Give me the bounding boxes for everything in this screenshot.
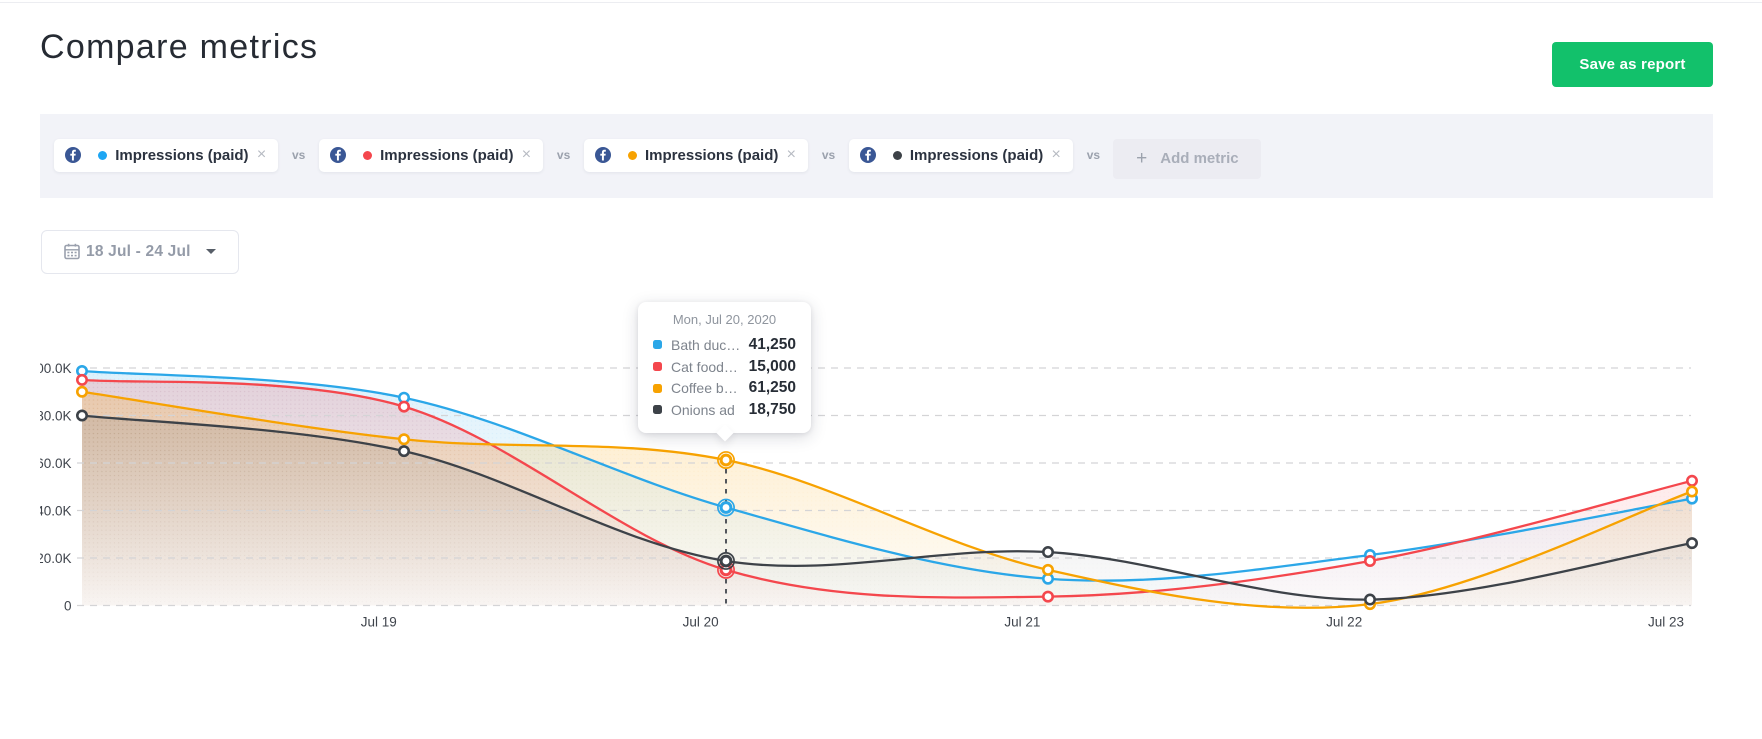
svg-text:Jul 22: Jul 22 [1326, 615, 1362, 630]
svg-text:40.0K: 40.0K [40, 503, 72, 518]
svg-text:60.0K: 60.0K [40, 456, 72, 471]
svg-text:100.0K: 100.0K [40, 361, 72, 376]
svg-text:Jul 23: Jul 23 [1648, 615, 1684, 630]
svg-text:Jul 20: Jul 20 [683, 615, 719, 630]
svg-text:20.0K: 20.0K [40, 551, 72, 566]
svg-text:0: 0 [64, 598, 72, 613]
svg-text:Jul 21: Jul 21 [1004, 615, 1040, 630]
svg-text:Jul 19: Jul 19 [361, 615, 397, 630]
svg-text:80.0K: 80.0K [40, 408, 72, 423]
